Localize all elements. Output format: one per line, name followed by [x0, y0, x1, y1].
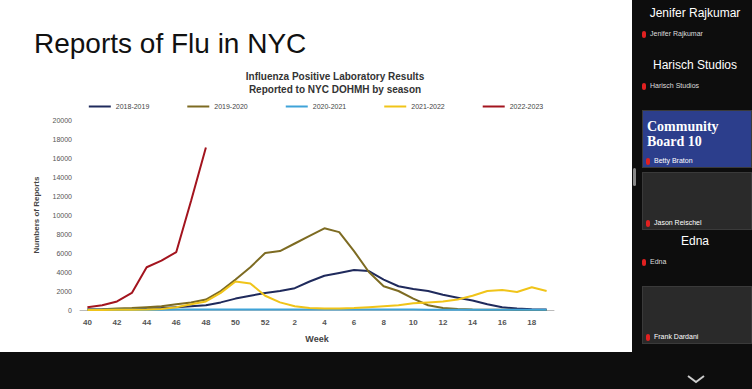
html-text:Edna: Edna	[650, 258, 667, 265]
svg-text:4: 4	[322, 318, 327, 327]
svg-text:2021-2022: 2021-2022	[411, 103, 445, 110]
html-text:Jenifer Rajkumar: Jenifer Rajkumar	[649, 6, 741, 20]
svg-text:Influenza Positive Laboratory: Influenza Positive Laboratory Results	[246, 71, 425, 82]
svg-text:18: 18	[527, 318, 536, 327]
html-text:Jason Reischel: Jason Reischel	[654, 219, 702, 227]
svg-text:18000: 18000	[53, 136, 73, 143]
svg-text:Week: Week	[305, 334, 329, 344]
svg-text:16000: 16000	[53, 155, 73, 162]
svg-text:42: 42	[113, 318, 122, 327]
svg-text:2019-2020: 2019-2020	[214, 103, 248, 110]
html-text:Harisch Studios: Harisch Studios	[653, 58, 737, 72]
svg-text:Reported to NYC DOHMH by seaso: Reported to NYC DOHMH by season	[249, 84, 421, 95]
svg-text:2: 2	[293, 318, 298, 327]
svg-text:4000: 4000	[56, 269, 72, 276]
svg-text:2020-2021: 2020-2021	[313, 103, 347, 110]
svg-text:Numbers of Reports: Numbers of Reports	[32, 176, 41, 253]
svg-text:14000: 14000	[53, 174, 73, 181]
svg-text:48: 48	[201, 318, 210, 327]
svg-text:8: 8	[381, 318, 386, 327]
svg-text:40: 40	[83, 318, 92, 327]
svg-text:20000: 20000	[53, 117, 73, 124]
svg-text:52: 52	[261, 318, 270, 327]
html-text:Harisch Studios: Harisch Studios	[650, 82, 699, 89]
html-text:Betty Braton: Betty Braton	[654, 157, 693, 165]
svg-text:44: 44	[142, 318, 151, 327]
html-text:Jenifer Rajkumar: Jenifer Rajkumar	[650, 30, 703, 37]
html-text:Frank Dardani: Frank Dardani	[654, 333, 699, 341]
svg-text:12000: 12000	[53, 193, 73, 200]
svg-text:8000: 8000	[56, 231, 72, 238]
svg-text:50: 50	[231, 318, 240, 327]
svg-text:2018-2019: 2018-2019	[116, 103, 150, 110]
svg-text:2022-2023: 2022-2023	[510, 103, 544, 110]
svg-text:12: 12	[438, 318, 447, 327]
html-text:Edna: Edna	[681, 234, 709, 248]
svg-text:10000: 10000	[53, 212, 73, 219]
svg-text:14: 14	[468, 318, 477, 327]
html-text:Community Board 10: Community Board 10	[647, 119, 719, 149]
html-text:Reports of Flu in NYC: Reports of Flu in NYC	[34, 28, 307, 59]
svg-text:0: 0	[68, 307, 72, 314]
svg-text:10: 10	[409, 318, 418, 327]
svg-text:6000: 6000	[56, 250, 72, 257]
svg-text:16: 16	[498, 318, 507, 327]
svg-text:2000: 2000	[56, 288, 72, 295]
svg-text:46: 46	[172, 318, 181, 327]
svg-text:6: 6	[352, 318, 357, 327]
